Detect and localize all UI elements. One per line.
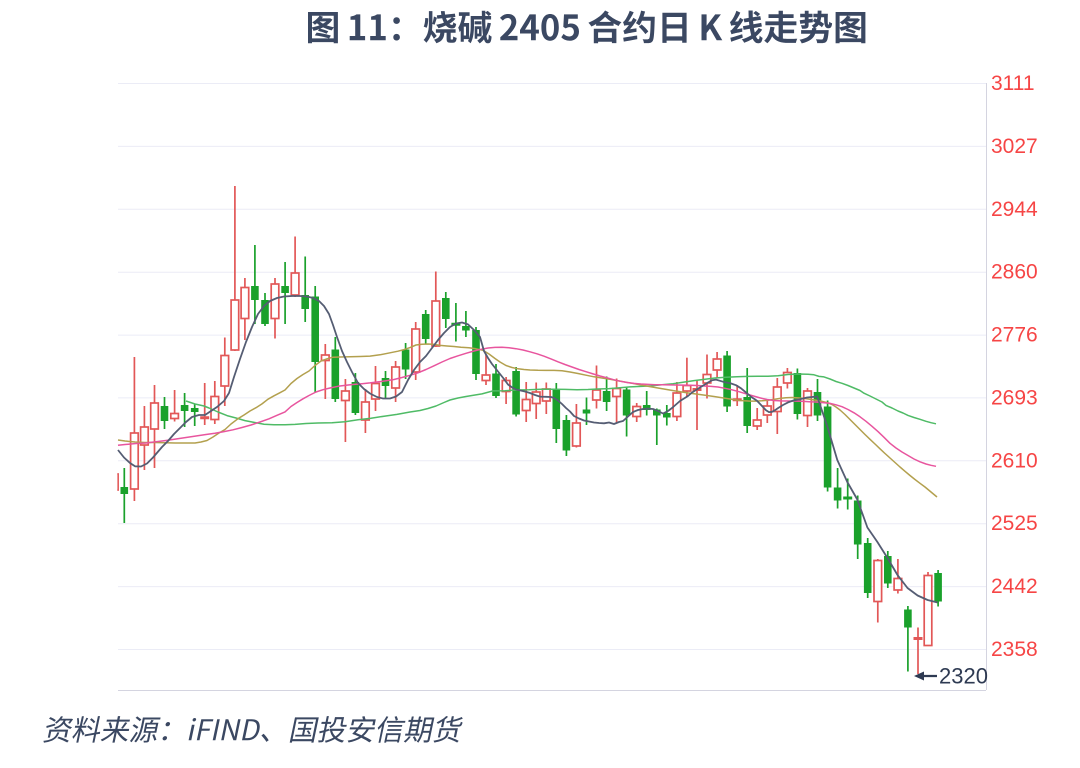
svg-text:2860: 2860 (991, 261, 1038, 284)
svg-text:2693: 2693 (991, 386, 1038, 409)
svg-text:3111: 3111 (991, 72, 1035, 95)
svg-text:2610: 2610 (991, 449, 1038, 472)
svg-text:2944: 2944 (991, 198, 1038, 221)
svg-text:2525: 2525 (991, 512, 1038, 535)
svg-text:2358: 2358 (991, 638, 1038, 661)
svg-text:3027: 3027 (991, 135, 1038, 158)
svg-text:2776: 2776 (991, 324, 1038, 347)
svg-text:2442: 2442 (991, 575, 1038, 598)
svg-text:2320: 2320 (939, 664, 988, 689)
